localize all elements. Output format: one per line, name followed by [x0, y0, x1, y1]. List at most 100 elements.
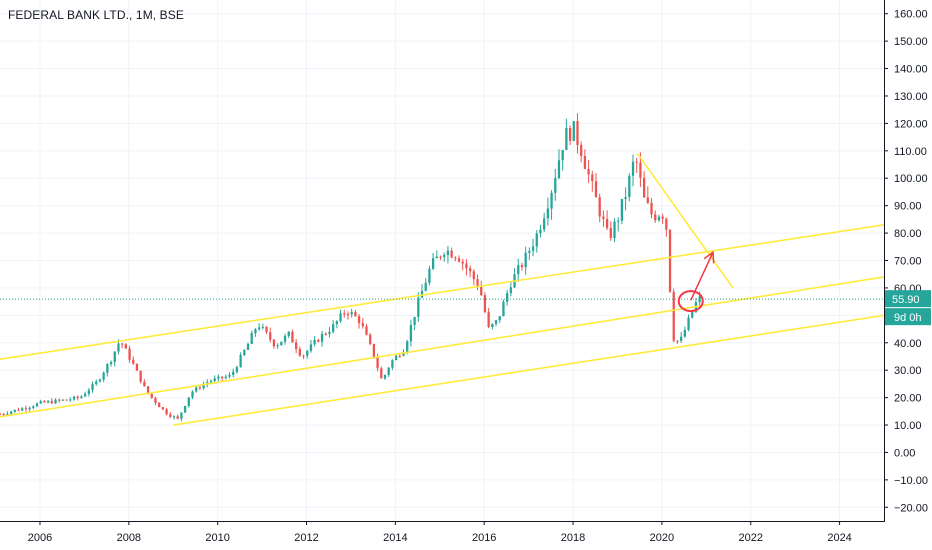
time-tick-label: 2012 [294, 532, 318, 544]
candle-up [117, 343, 120, 352]
candle-up [83, 393, 87, 397]
time-axis[interactable]: 2006 2008 2010 2012 2014 2016 2018 2020 2022 2024 [0, 521, 932, 550]
candle-down [132, 359, 135, 364]
candle-up [620, 198, 624, 221]
candle-down [472, 271, 475, 280]
candle-up [509, 287, 513, 294]
candle-up [657, 216, 661, 221]
candle-up [543, 218, 546, 230]
candle-up [46, 401, 50, 403]
candle-up [106, 364, 109, 373]
candle-down [169, 414, 172, 417]
candle-down [642, 177, 646, 198]
candle-up [506, 293, 509, 302]
price-tick-label: 90.00 [894, 201, 922, 213]
price-axis[interactable]: 160.00 150.00 140.00 130.00 120.00 110.00 100.… [884, 0, 932, 550]
candle-up [550, 192, 553, 209]
price-tick-label: 140.00 [894, 64, 928, 76]
candle-up [417, 297, 420, 317]
price-tick-label: 10.00 [894, 420, 922, 432]
candle-up [335, 321, 339, 325]
candle-down [650, 202, 653, 215]
candle-up [561, 149, 564, 161]
candle-down [354, 312, 357, 317]
time-tick-label: 2016 [472, 532, 496, 544]
candle-up [498, 316, 501, 321]
candle-down [139, 370, 142, 382]
candle-up [113, 351, 116, 362]
price-tick-label: 80.00 [894, 228, 922, 240]
candle-up [21, 408, 24, 411]
candle-up [350, 312, 353, 315]
candle-up [87, 390, 90, 394]
candle-up [72, 396, 76, 400]
candle-down [465, 263, 468, 269]
candle-up [328, 331, 331, 335]
candle-up [276, 345, 279, 347]
last-price-tag [885, 290, 931, 308]
candle-up [217, 376, 220, 379]
candle-up [383, 374, 387, 379]
candle-down [324, 333, 327, 335]
candle-up [443, 254, 446, 258]
candle-up [409, 325, 413, 342]
candle-down [150, 393, 153, 398]
candle-up [254, 329, 257, 334]
price-tick-label: 130.00 [894, 91, 928, 103]
countdown-label: 9d 0h [894, 312, 922, 324]
candle-down [605, 219, 609, 228]
channel-middle-line [0, 276, 885, 418]
price-tick-label: 70.00 [894, 256, 922, 268]
candle-up [491, 323, 494, 327]
candle-down [76, 396, 79, 398]
candle-down [480, 286, 483, 296]
arrow-shaft [690, 251, 714, 301]
candle-down [635, 161, 638, 163]
highlight-circle [677, 290, 704, 313]
candle-up [435, 256, 438, 259]
candle-down [580, 144, 583, 156]
candle-down [450, 250, 453, 258]
candle-up [306, 350, 309, 356]
candle-down [654, 214, 657, 221]
candle-up [213, 378, 216, 381]
candle-up [431, 258, 435, 269]
candle-down [291, 331, 294, 343]
candle-down [672, 291, 675, 341]
candle-down [143, 381, 146, 387]
candle-up [494, 320, 498, 324]
candle-up [69, 399, 72, 401]
candle-up [624, 197, 627, 199]
candle-up [228, 374, 231, 377]
candle-up [32, 406, 35, 408]
price-tick-label: 160.00 [894, 9, 928, 21]
price-tick-label: 120.00 [894, 118, 928, 130]
candle-down [372, 343, 376, 358]
candle-up [6, 413, 9, 415]
candle-down [398, 355, 401, 357]
candle-down [128, 348, 131, 360]
candle-up [557, 160, 561, 179]
time-tick-label: 2018 [561, 532, 585, 544]
candle-down [676, 340, 679, 342]
candle-up [565, 128, 568, 150]
price-tick-label: −10.00 [894, 475, 928, 487]
candle-down [43, 401, 46, 403]
candle-down [50, 401, 53, 404]
candle-up [180, 412, 183, 419]
candle-down [487, 311, 490, 327]
candle-down [154, 397, 157, 403]
candle-down [365, 326, 368, 335]
time-tick-label: 2008 [117, 532, 141, 544]
candle-up [13, 409, 16, 412]
grid-lines [0, 0, 884, 521]
candle-up [413, 316, 416, 326]
candle-down [376, 357, 379, 369]
time-tick-label: 2014 [383, 532, 407, 544]
candle-up [572, 121, 575, 141]
candle-up [54, 399, 57, 404]
candle-down [220, 376, 224, 379]
channel-upper-line [0, 224, 885, 361]
candle-up [320, 333, 324, 342]
